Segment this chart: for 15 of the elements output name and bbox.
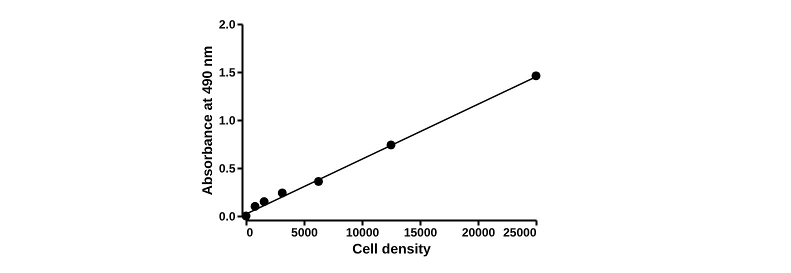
y-axis-title: Absorbance at 490 nm (198, 46, 215, 196)
x-tick-label: 10000 (346, 226, 380, 240)
y-tick-label: 0.5 (218, 162, 236, 176)
y-tick-label: 2.0 (218, 18, 236, 32)
y-tick-label: 0.0 (218, 210, 236, 224)
point (532, 71, 540, 80)
x-tick-label: 15000 (404, 226, 438, 240)
y-tick-label: 1.0 (218, 114, 236, 128)
x-tick-label: 25000 (503, 226, 537, 240)
x-axis-title: Cell density (352, 240, 431, 256)
point (242, 212, 250, 220)
x-tick-label: 20000 (462, 226, 496, 240)
x-tick-label: 5000 (291, 226, 318, 240)
x-tick-label: 0 (246, 226, 254, 240)
y-tick-label: 1.5 (218, 66, 236, 80)
